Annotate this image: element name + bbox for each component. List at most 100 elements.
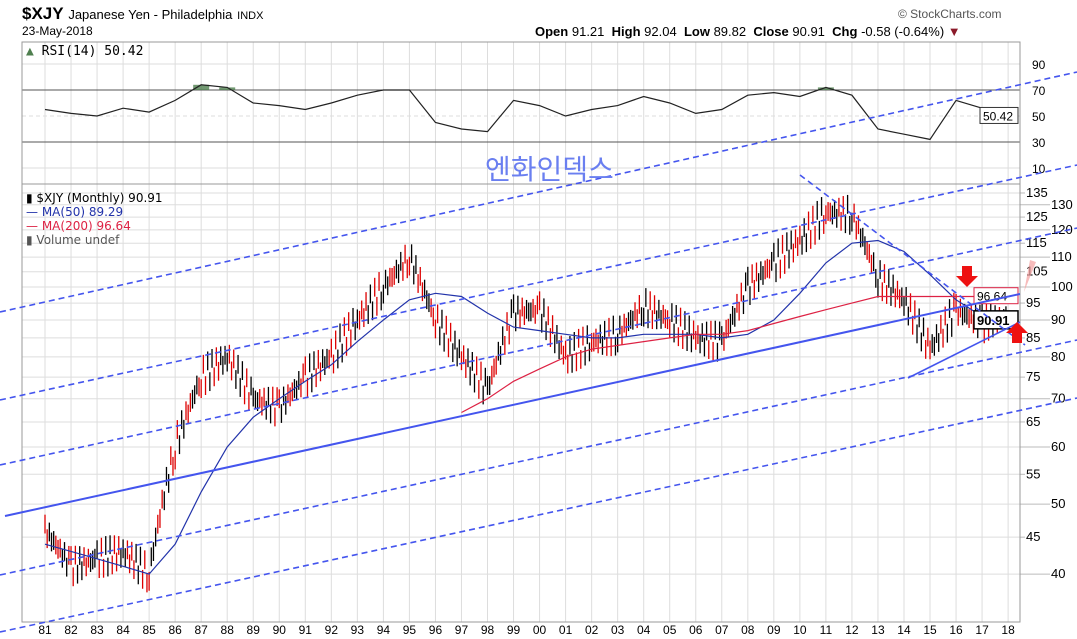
legend-volume-text: Volume undef [36,233,120,247]
x-tick-label: 83 [90,623,104,637]
x-tick-label: 90 [273,623,287,637]
x-tick-label: 93 [351,623,365,637]
down-arrow-icon [956,266,978,287]
x-tick-label: 98 [481,623,495,637]
x-tick-label: 17 [975,623,989,637]
x-tick-label: 02 [585,623,599,637]
y-tick-label: 75 [1026,369,1040,384]
ma200-last-label: 96.64 [977,290,1007,304]
close-label: Close [753,24,789,39]
ma50-line [44,239,1009,575]
symbol: $XJY [22,4,64,23]
rsi-tick-label: 50 [1032,110,1046,124]
chart-title: $XJY Japanese Yen - Philadelphia INDX [22,4,263,24]
legend-ma50-text: MA(50) 89.29 [41,205,124,219]
x-tick-label: 00 [533,623,547,637]
support-line [907,321,1021,379]
x-tick-label: 81 [38,623,52,637]
channel-line [0,164,1077,401]
rsi-extreme-fill [219,87,236,90]
rsi-extreme-fill [817,87,834,90]
x-tick-label: 04 [637,623,651,637]
close-value: 90.91 [792,24,825,39]
y-tick-label: 65 [1026,414,1040,429]
x-tick-label: 89 [247,623,261,637]
channel-line [0,397,1077,633]
legend-volume: ▮ Volume undef [26,233,120,247]
y-tick-label: 100 [1051,279,1073,294]
x-tick-label: 10 [793,623,807,637]
chart-date: 23-May-2018 [22,24,93,38]
x-tick-label: 16 [949,623,963,637]
y-tick-label: 135 [1026,185,1048,200]
chg-label: Chg [832,24,858,39]
rsi-last-box [979,106,1019,124]
main-trend-line [4,293,1021,517]
x-tick-label: 01 [559,623,573,637]
legend-ma200-text: MA(200) 96.64 [41,219,131,233]
x-tick-label: 15 [923,623,937,637]
rsi-extreme-fill [193,84,210,90]
x-tick-label: 94 [377,623,391,637]
x-tick-label: 07 [715,623,729,637]
ma200-last-box [973,287,1019,305]
x-tick-label: 12 [845,623,859,637]
y-tick-label: 125 [1026,209,1048,224]
y-tick-label: 90 [1051,312,1065,327]
x-tick-label: 99 [507,623,521,637]
korean-annotation: 엔화인덱스 [485,154,614,185]
security-name: Japanese Yen - Philadelphia [68,7,233,22]
x-tick-label: 91 [299,623,313,637]
ma200-line [461,295,1009,414]
x-tick-label: 87 [195,623,209,637]
y-tick-label: 40 [1051,566,1065,581]
y-tick-label: 110 [1051,249,1072,264]
rsi-tick-label: 10 [1032,162,1046,176]
y-tick-label: 70 [1051,391,1065,406]
y-tick-label: 50 [1051,496,1065,511]
projection-arrow [1024,260,1036,292]
high-label: High [611,24,641,39]
channel-line [0,71,1077,313]
x-tick-label: 18 [1001,623,1015,637]
price-panel-frame [21,183,1021,623]
x-tick-label: 05 [663,623,677,637]
channel-line [0,227,1077,466]
legend-price-text: $XJY (Monthly) 90.91 [36,191,163,205]
y-tick-label: 95 [1026,295,1040,310]
open-value: 91.21 [571,24,605,39]
y-tick-label: 115 [1026,235,1047,250]
y-tick-label: 60 [1051,439,1065,454]
y-tick-label: 80 [1051,349,1065,364]
x-tick-label: 09 [767,623,781,637]
low-label: Low [683,24,710,39]
high-value: 92.04 [644,24,677,39]
rsi-panel: 50.42 [44,84,1019,141]
x-tick-label: 13 [871,623,885,637]
downtrend-line [799,174,1026,346]
y-tick-label: 55 [1026,466,1040,481]
x-tick-label: 06 [689,623,703,637]
x-tick-label: 84 [116,623,130,637]
rsi-tick-label: 90 [1032,58,1046,72]
x-tick-label: 82 [64,623,78,637]
exchange: INDX [237,10,264,22]
x-tick-label: 86 [168,623,182,637]
x-tick-label: 88 [221,623,235,637]
price-legend: ▮ $XJY (Monthly) 90.91 — MA(50) 89.29 — … [26,191,163,247]
ohlc-readout: Open 91.21 High 92.04 Low 89.82 Close 90… [535,24,961,39]
rsi-last-label: 50.42 [983,109,1013,123]
x-tick-label: 85 [142,623,156,637]
grid: 81 82 83 84 85 86 87 88 89 90 91 92 93 94 95 96 97 98 99 00… [22,42,1073,637]
up-arrow-icon [1006,322,1028,343]
legend-ma50: — MA(50) 89.29 [26,205,124,219]
legend-price: ▮ $XJY (Monthly) 90.91 [26,191,163,205]
down-triangle-icon: ▼ [947,24,961,39]
rsi-legend: ▲ RSI(14) 50.42 [26,44,144,59]
open-label: Open [535,24,569,39]
x-tick-label: 14 [897,623,911,637]
x-tick-label: 97 [455,623,469,637]
